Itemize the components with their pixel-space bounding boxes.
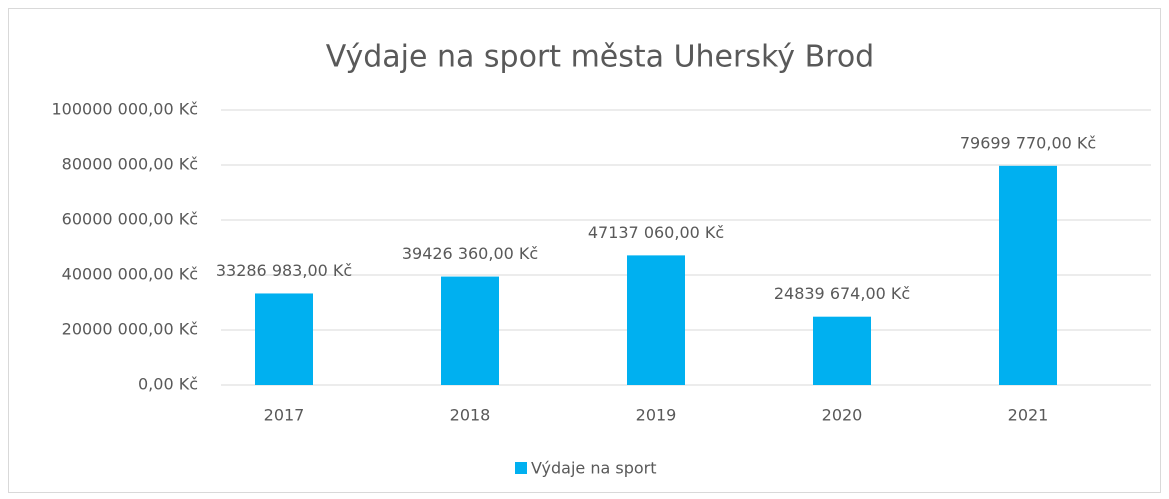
data-label: 39426 360,00 Kč	[402, 244, 538, 263]
x-tick-label: 2019	[636, 406, 677, 425]
y-tick-label: 0,00 Kč	[138, 375, 198, 394]
chart-border	[8, 8, 1161, 493]
data-label: 33286 983,00 Kč	[216, 261, 352, 280]
y-tick-label: 100000 000,00 Kč	[51, 100, 198, 119]
y-tick-label: 60000 000,00 Kč	[62, 210, 198, 229]
y-tick-label: 80000 000,00 Kč	[62, 155, 198, 174]
bar	[999, 165, 1057, 385]
legend-label: Výdaje na sport	[531, 459, 656, 478]
chart-title: Výdaje na sport města Uherský Brod	[326, 40, 874, 75]
bar	[627, 255, 685, 385]
x-tick-label: 2020	[822, 406, 863, 425]
legend-swatch	[515, 462, 527, 474]
x-tick-label: 2021	[1008, 406, 1049, 425]
data-label: 79699 770,00 Kč	[960, 133, 1096, 152]
data-label: 47137 060,00 Kč	[588, 223, 724, 242]
bar	[441, 276, 499, 385]
y-tick-label: 20000 000,00 Kč	[62, 320, 198, 339]
y-tick-label: 40000 000,00 Kč	[62, 265, 198, 284]
data-label: 24839 674,00 Kč	[774, 284, 910, 303]
bar	[813, 316, 871, 385]
bar	[255, 293, 313, 385]
x-tick-label: 2017	[264, 406, 305, 425]
x-tick-label: 2018	[450, 406, 491, 425]
